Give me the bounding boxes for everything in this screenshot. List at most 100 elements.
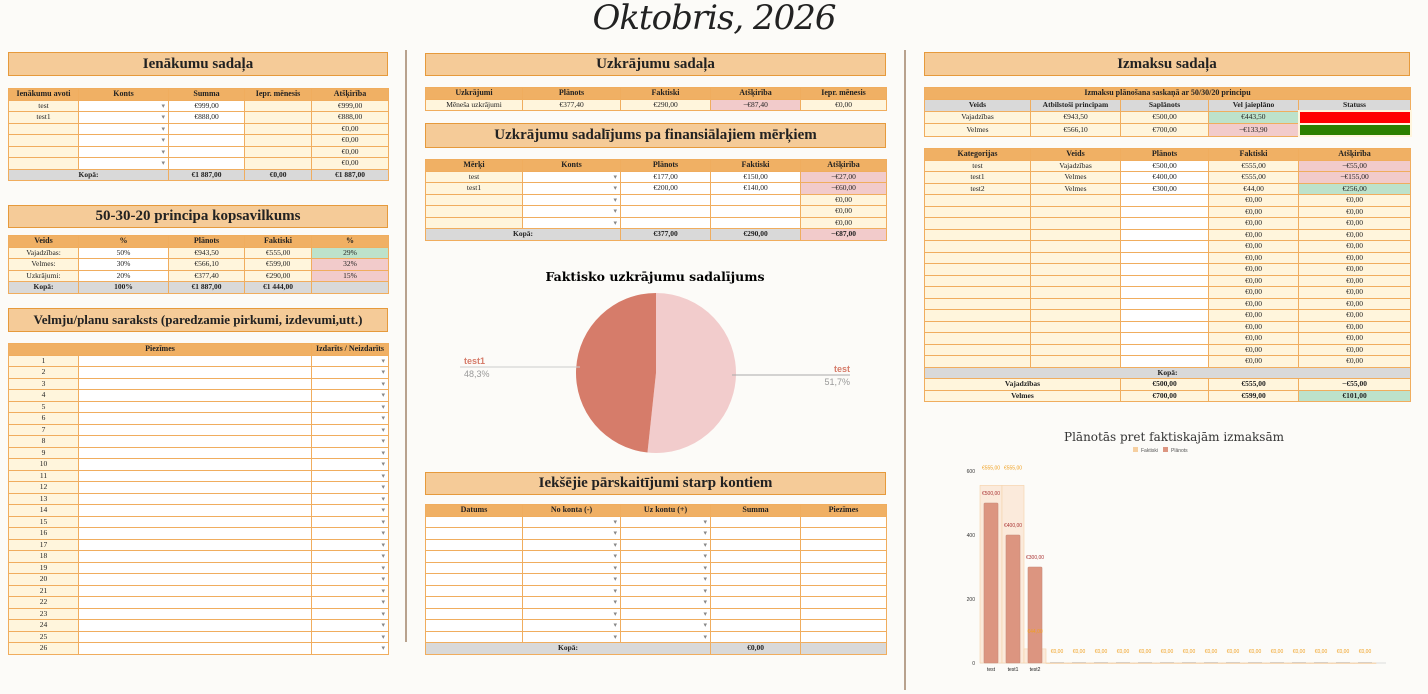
dropdown-cell[interactable] [311,481,390,494]
input-cell[interactable] [710,561,801,574]
input-cell[interactable] [77,435,313,448]
input-cell[interactable] [1120,332,1209,345]
input-cell[interactable] [425,515,523,528]
dropdown-cell[interactable] [522,561,621,574]
input-cell[interactable] [800,584,887,597]
input-cell[interactable] [77,504,313,517]
input-cell[interactable]: €500,00 [1120,159,1209,172]
input-cell[interactable] [425,550,523,563]
dropdown-cell[interactable] [620,596,711,609]
dropdown-cell[interactable] [522,515,621,528]
input-cell[interactable]: €400,00 [1120,171,1209,184]
dropdown-cell[interactable] [311,561,390,574]
input-cell[interactable] [77,492,313,505]
dropdown-cell[interactable] [620,561,711,574]
input-cell[interactable] [425,596,523,609]
input-cell[interactable]: €140,00 [710,182,801,195]
input-cell[interactable] [168,145,245,158]
input-cell[interactable] [710,216,801,229]
input-cell[interactable] [710,193,801,206]
input-cell[interactable] [800,573,887,586]
dropdown-cell[interactable] [620,573,711,586]
input-cell[interactable] [425,538,523,551]
input-cell[interactable] [620,216,711,229]
input-cell[interactable] [710,515,801,528]
input-cell[interactable] [800,607,887,620]
input-cell[interactable] [1120,228,1209,241]
dropdown-cell[interactable] [620,527,711,540]
dropdown-cell[interactable] [620,550,711,563]
input-cell[interactable] [77,515,313,528]
input-cell[interactable] [77,538,313,551]
dropdown-cell[interactable] [78,134,169,147]
dropdown-cell[interactable] [522,205,621,218]
dropdown-cell[interactable] [311,504,390,517]
input-cell[interactable] [77,400,313,413]
input-cell[interactable] [710,205,801,218]
input-cell[interactable] [620,205,711,218]
dropdown-cell[interactable] [311,400,390,413]
input-cell[interactable] [710,527,801,540]
dropdown-cell[interactable] [78,99,169,112]
dropdown-cell[interactable] [620,515,711,528]
input-cell[interactable] [77,573,313,586]
input-cell[interactable] [77,366,313,379]
input-cell[interactable] [77,607,313,620]
input-cell[interactable] [710,538,801,551]
input-cell[interactable]: 30% [78,258,169,271]
input-cell[interactable]: €999,00 [168,99,245,112]
dropdown-cell[interactable] [522,527,621,540]
dropdown-cell[interactable] [522,596,621,609]
dropdown-cell[interactable] [522,216,621,229]
input-cell[interactable] [1120,297,1209,310]
input-cell[interactable]: €177,00 [620,170,711,183]
input-cell[interactable] [425,607,523,620]
dropdown-cell[interactable] [311,642,390,655]
input-cell[interactable]: 50% [78,246,169,259]
dropdown-cell[interactable] [522,619,621,632]
input-cell[interactable] [1120,274,1209,287]
input-cell[interactable] [800,561,887,574]
dropdown-cell[interactable] [311,607,390,620]
dropdown-cell[interactable] [311,492,390,505]
dropdown-cell[interactable] [620,630,711,643]
input-cell[interactable] [77,561,313,574]
input-cell[interactable] [800,538,887,551]
dropdown-cell[interactable] [620,538,711,551]
dropdown-cell[interactable] [620,584,711,597]
input-cell[interactable] [77,354,313,367]
input-cell[interactable] [800,619,887,632]
input-cell[interactable] [425,573,523,586]
input-cell[interactable] [77,584,313,597]
input-cell[interactable] [1120,286,1209,299]
input-cell[interactable] [77,527,313,540]
dropdown-cell[interactable] [522,170,621,183]
dropdown-cell[interactable] [311,412,390,425]
input-cell[interactable] [77,596,313,609]
input-cell[interactable] [77,481,313,494]
input-cell[interactable] [710,607,801,620]
dropdown-cell[interactable] [78,111,169,124]
input-cell[interactable] [710,630,801,643]
input-cell[interactable] [168,122,245,135]
dropdown-cell[interactable] [311,584,390,597]
input-cell[interactable] [800,515,887,528]
dropdown-cell[interactable] [311,527,390,540]
input-cell[interactable] [710,619,801,632]
dropdown-cell[interactable] [311,354,390,367]
dropdown-cell[interactable] [522,182,621,195]
input-cell[interactable] [168,134,245,147]
input-cell[interactable] [77,630,313,643]
input-cell[interactable] [710,573,801,586]
input-cell[interactable] [1120,217,1209,230]
dropdown-cell[interactable] [311,366,390,379]
input-cell[interactable] [77,446,313,459]
input-cell[interactable] [425,630,523,643]
input-cell[interactable] [1120,320,1209,333]
dropdown-cell[interactable] [522,193,621,206]
input-cell[interactable]: €150,00 [710,170,801,183]
dropdown-cell[interactable] [620,619,711,632]
input-cell[interactable] [710,584,801,597]
dropdown-cell[interactable] [78,157,169,170]
dropdown-cell[interactable] [78,122,169,135]
